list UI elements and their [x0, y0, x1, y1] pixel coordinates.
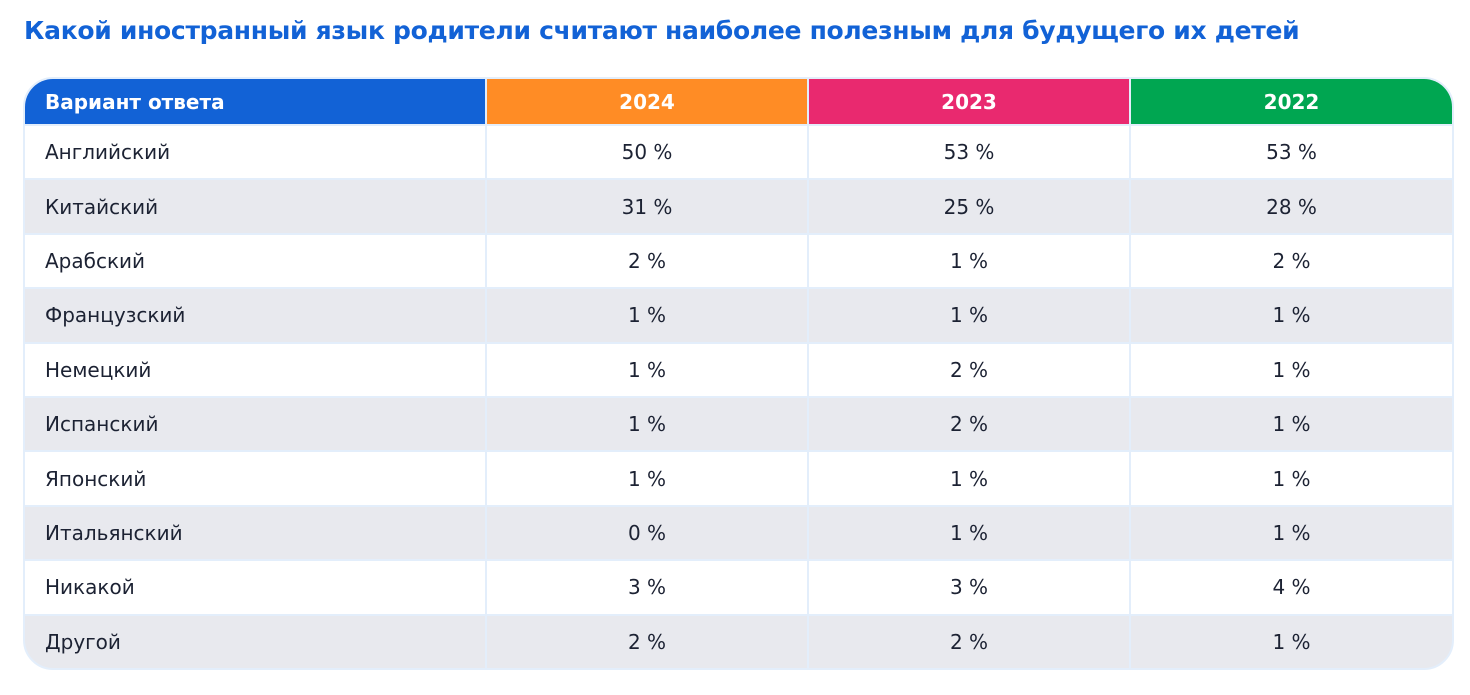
row-label: Немецкий	[25, 343, 485, 396]
table-cell: 1 %	[809, 506, 1129, 560]
column-header: 2024	[487, 79, 807, 124]
table-cell: 2 %	[487, 234, 807, 288]
table-cell: 3 %	[809, 561, 1129, 614]
table-cell: 1 %	[487, 452, 807, 505]
table-cell: 31 %	[487, 180, 807, 233]
table-cell: 1 %	[487, 343, 807, 396]
table-cell: 4 %	[1131, 561, 1452, 614]
table-cell: 1 %	[1131, 452, 1452, 505]
data-table: Вариант ответа 2024 2023 2022 Английский 50 %…	[23, 77, 1454, 670]
row-label: Английский	[25, 126, 485, 179]
column-header: 2022	[1131, 79, 1452, 124]
row-label: Арабский	[25, 234, 485, 288]
table-cell: 1 %	[1131, 343, 1452, 396]
row-label: Французский	[25, 289, 485, 342]
table-cell: 1 %	[809, 234, 1129, 288]
column-header: 2023	[809, 79, 1129, 124]
table-cell: 2 %	[809, 343, 1129, 396]
table-cell: 1 %	[487, 397, 807, 451]
table-cell: 1 %	[1131, 615, 1452, 668]
table-cell: 2 %	[809, 615, 1129, 668]
page-title: Какой иностранный язык родители считают …	[24, 16, 1300, 45]
table-cell: 25 %	[809, 180, 1129, 233]
row-label: Итальянский	[25, 506, 485, 560]
row-label: Никакой	[25, 561, 485, 614]
table-cell: 1 %	[1131, 289, 1452, 342]
table-cell: 1 %	[487, 289, 807, 342]
table-cell: 53 %	[809, 126, 1129, 179]
table-cell: 3 %	[487, 561, 807, 614]
table-cell: 0 %	[487, 506, 807, 560]
table-cell: 1 %	[809, 289, 1129, 342]
row-label: Испанский	[25, 397, 485, 451]
table-cell: 53 %	[1131, 126, 1452, 179]
table-cell: 1 %	[1131, 397, 1452, 451]
row-label: Другой	[25, 615, 485, 668]
row-label: Китайский	[25, 180, 485, 233]
table-cell: 2 %	[1131, 234, 1452, 288]
table-cell: 50 %	[487, 126, 807, 179]
table-cell: 28 %	[1131, 180, 1452, 233]
table-cell: 2 %	[487, 615, 807, 668]
table-cell: 1 %	[1131, 506, 1452, 560]
table-cell: 2 %	[809, 397, 1129, 451]
table-cell: 1 %	[809, 452, 1129, 505]
column-header: Вариант ответа	[25, 79, 485, 124]
row-label: Японский	[25, 452, 485, 505]
